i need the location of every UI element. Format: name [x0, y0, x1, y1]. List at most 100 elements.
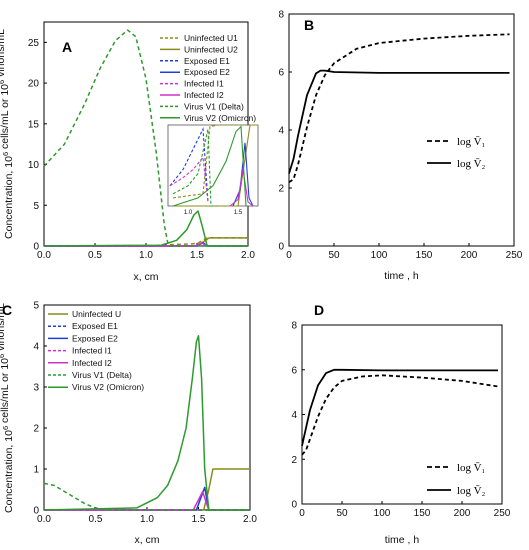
- series-line-2: [44, 486, 250, 511]
- x-tick-label: 1.0: [140, 514, 154, 525]
- panel-b-plot: [288, 33, 510, 183]
- series-line-1: [301, 368, 498, 446]
- x-tick-label: 2.0: [241, 250, 255, 261]
- x-tick-label: 100: [374, 508, 391, 519]
- inset-x-tick-label: 1.0: [184, 210, 193, 216]
- x-axis-label: time , h: [385, 534, 420, 546]
- plot-frame: [301, 324, 503, 505]
- x-tick-label: 2.0: [243, 514, 257, 525]
- series-line-6: [43, 335, 250, 511]
- x-tick-label: 0: [286, 250, 292, 261]
- series-line-0: [301, 374, 499, 456]
- y-tick-label: 0: [278, 242, 284, 253]
- panel-a-inset: 1.0 1.5: [167, 124, 259, 216]
- x-tick-label: 1.5: [190, 250, 204, 261]
- legend-entry: log V̄₁: [457, 462, 486, 474]
- inset-series-line-3: [232, 142, 254, 207]
- legend-entry: Virus V2 (Omicron): [72, 382, 144, 392]
- inset-x-tick-label: 1.5: [234, 210, 243, 216]
- x-tick-label: 150: [416, 250, 433, 261]
- legend-entry: Exposed E1: [184, 56, 230, 66]
- y-tick-label: 10: [28, 160, 40, 171]
- x-tick-label: 1.5: [192, 514, 206, 525]
- legend-entry: Virus V1 (Delta): [72, 370, 132, 380]
- series-line-5: [43, 482, 250, 511]
- y-tick-label: 0: [291, 500, 297, 511]
- y-tick-label: 6: [291, 365, 297, 376]
- legend-entry: Infected I1: [72, 346, 112, 356]
- y-axis-label: Concentration, 106 cells/mL or 106 virio…: [0, 29, 15, 239]
- x-axis-label: x, cm: [134, 534, 159, 546]
- y-tick-label: 15: [28, 119, 40, 130]
- x-tick-label: 1.0: [139, 250, 153, 261]
- legend-entry: Exposed E2: [184, 67, 230, 77]
- y-tick-label: 4: [33, 342, 39, 353]
- legend-entry: Infected I2: [184, 90, 224, 100]
- legend-entry: Infected I1: [184, 79, 224, 89]
- x-tick-label: 50: [328, 250, 340, 261]
- series-line-6: [43, 29, 248, 247]
- legend-entry: log V̄₁: [457, 136, 486, 148]
- y-tick-label: 4: [291, 410, 297, 421]
- panel-b-letter: B: [304, 17, 314, 33]
- series-line-7: [43, 210, 248, 247]
- x-axis-label: time , h: [384, 270, 419, 282]
- x-tick-label: 250: [506, 250, 523, 261]
- panel-d-letter: D: [314, 302, 324, 318]
- plot-frame: [288, 13, 515, 247]
- x-tick-label: 50: [336, 508, 348, 519]
- panel-d-plot: [301, 368, 499, 456]
- legend-entry: Uninfected U2: [184, 44, 238, 54]
- panel-a-plot: [43, 29, 248, 247]
- y-tick-label: 5: [33, 301, 39, 312]
- series-line-0: [44, 468, 250, 511]
- x-tick-label: 0.0: [37, 250, 51, 261]
- inset-series-line-6: [172, 128, 218, 207]
- y-tick-label: 4: [278, 126, 284, 137]
- x-axis-label: x, cm: [133, 271, 158, 283]
- y-tick-label: 0: [33, 506, 39, 517]
- panel-c: C 0.0 0.5 1.0 1.5 2.0 0 1 2 3 4 5 x, cm Concentratio…: [0, 301, 257, 547]
- y-tick-label: 0: [33, 242, 39, 253]
- panel-b-axes: 0 50 100 150 200 250 0 2 4 6 8 time , h: [278, 10, 522, 283]
- y-tick-label: 2: [278, 184, 284, 195]
- x-tick-label: 0.0: [37, 514, 51, 525]
- legend-entry: log V̄₂: [457, 158, 486, 170]
- series-line-0: [288, 33, 510, 183]
- legend-entry: Uninfected U1: [184, 33, 238, 43]
- legend-entry: Virus V2 (Omicron): [184, 113, 256, 123]
- y-tick-label: 8: [278, 10, 284, 21]
- inset-series-line-4: [169, 156, 209, 202]
- y-tick-label: 1: [33, 465, 39, 476]
- legend-entry: Virus V1 (Delta): [184, 101, 244, 111]
- x-tick-label: 100: [371, 250, 388, 261]
- panel-d-axes: 0 50 100 150 200 250 0 2 4 6 8 time , h: [291, 321, 510, 547]
- y-tick-label: 5: [33, 201, 39, 212]
- x-tick-label: 0.5: [89, 514, 103, 525]
- series-line-1: [288, 69, 510, 174]
- legend-entry: Uninfected U: [72, 309, 121, 319]
- panel-c-legend: Uninfected U Exposed E1 Exposed E2 Infected…: [48, 309, 144, 392]
- inset-series-line-2: [169, 127, 209, 202]
- x-tick-label: 0: [299, 508, 305, 519]
- inset-series-line-0: [172, 124, 243, 199]
- legend-entry: Exposed E2: [72, 333, 118, 343]
- x-tick-label: 0.5: [88, 250, 102, 261]
- inset-series-line-7: [172, 125, 247, 207]
- panel-c-axes: 0.0 0.5 1.0 1.5 2.0 0 1 2 3 4 5 x, cm Concentration,…: [0, 301, 257, 547]
- x-tick-label: 200: [454, 508, 471, 519]
- y-tick-label: 8: [291, 321, 297, 332]
- legend-entry: Infected I2: [72, 358, 112, 368]
- legend-entry: log V̄₂: [457, 485, 486, 497]
- inset-series-line-5: [229, 169, 254, 207]
- panel-d-legend: log V̄₁ log V̄₂: [427, 462, 486, 497]
- x-tick-label: 150: [414, 508, 431, 519]
- y-tick-label: 20: [28, 79, 40, 90]
- y-tick-label: 2: [33, 424, 39, 435]
- panel-c-letter: C: [2, 302, 12, 318]
- y-tick-label: 3: [33, 383, 39, 394]
